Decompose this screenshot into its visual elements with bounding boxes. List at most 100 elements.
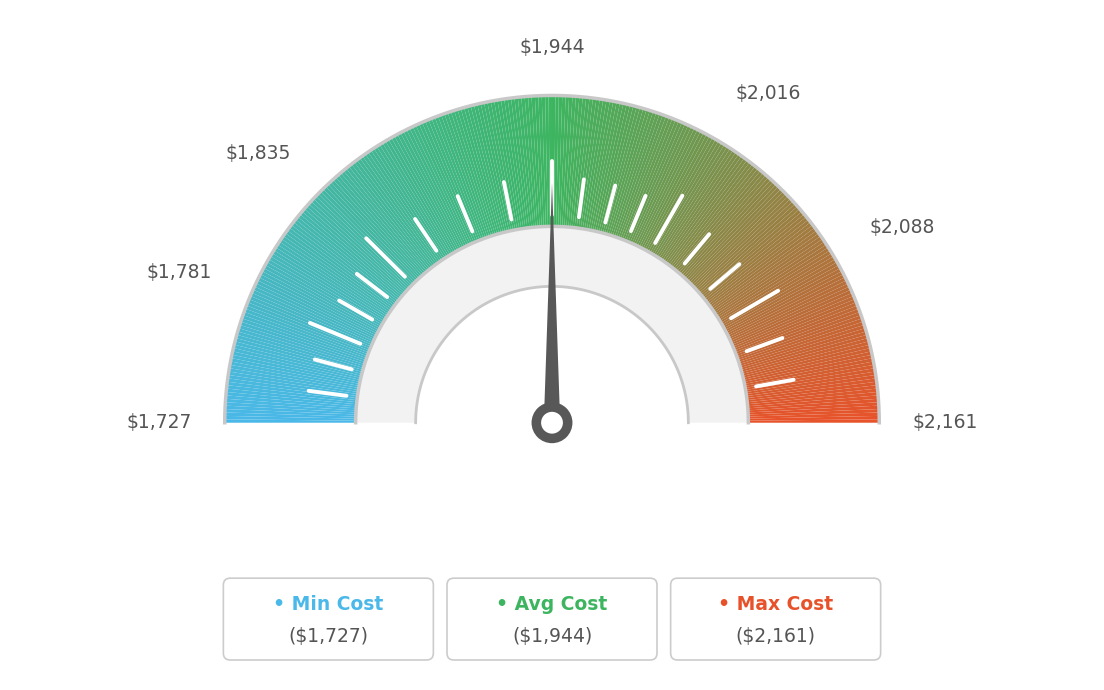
Wedge shape: [665, 154, 742, 263]
Wedge shape: [719, 250, 832, 321]
Wedge shape: [314, 196, 411, 288]
Wedge shape: [284, 233, 392, 310]
Wedge shape: [746, 375, 877, 396]
Wedge shape: [226, 385, 357, 402]
Wedge shape: [624, 119, 676, 241]
Wedge shape: [226, 392, 357, 406]
Wedge shape: [362, 154, 439, 263]
Wedge shape: [714, 239, 825, 314]
Wedge shape: [291, 222, 396, 304]
Text: • Max Cost: • Max Cost: [718, 595, 834, 613]
Wedge shape: [236, 335, 363, 372]
Wedge shape: [741, 335, 868, 372]
Wedge shape: [442, 114, 488, 238]
Wedge shape: [603, 107, 640, 234]
Wedge shape: [639, 130, 701, 248]
Wedge shape: [552, 95, 555, 226]
Wedge shape: [549, 95, 552, 226]
Wedge shape: [566, 97, 580, 227]
Wedge shape: [623, 117, 672, 240]
Wedge shape: [636, 126, 694, 246]
Wedge shape: [477, 104, 509, 232]
Text: $2,016: $2,016: [735, 84, 800, 103]
Wedge shape: [416, 124, 473, 244]
Wedge shape: [225, 395, 357, 408]
Wedge shape: [585, 100, 609, 230]
Text: • Avg Cost: • Avg Cost: [497, 595, 607, 613]
Wedge shape: [666, 156, 744, 264]
Wedge shape: [740, 328, 867, 368]
Wedge shape: [539, 96, 545, 226]
Wedge shape: [682, 177, 771, 277]
Wedge shape: [702, 212, 804, 297]
Wedge shape: [460, 108, 499, 234]
Text: $2,161: $2,161: [912, 413, 977, 432]
Wedge shape: [677, 170, 763, 273]
Wedge shape: [745, 368, 875, 392]
Text: ($1,944): ($1,944): [512, 627, 592, 647]
Wedge shape: [401, 131, 463, 248]
Wedge shape: [229, 368, 359, 392]
Wedge shape: [616, 114, 662, 238]
Wedge shape: [385, 139, 454, 254]
Wedge shape: [487, 101, 516, 230]
Wedge shape: [355, 226, 749, 423]
Wedge shape: [732, 293, 853, 346]
Wedge shape: [432, 117, 481, 240]
Wedge shape: [257, 277, 376, 337]
Wedge shape: [742, 338, 869, 374]
Wedge shape: [415, 286, 689, 423]
Wedge shape: [235, 338, 362, 374]
Wedge shape: [406, 128, 467, 247]
Wedge shape: [721, 256, 836, 324]
Wedge shape: [630, 122, 686, 244]
Wedge shape: [611, 110, 654, 236]
Wedge shape: [267, 259, 382, 326]
Wedge shape: [328, 182, 420, 279]
Wedge shape: [251, 293, 372, 346]
Wedge shape: [728, 277, 847, 337]
Wedge shape: [591, 102, 620, 230]
Wedge shape: [241, 318, 365, 362]
Wedge shape: [668, 158, 747, 265]
Polygon shape: [544, 183, 560, 423]
Wedge shape: [562, 96, 573, 227]
Wedge shape: [581, 99, 603, 229]
Wedge shape: [743, 345, 871, 378]
Wedge shape: [696, 199, 793, 290]
Wedge shape: [704, 217, 808, 301]
Wedge shape: [711, 230, 819, 309]
FancyBboxPatch shape: [223, 578, 434, 660]
Wedge shape: [729, 280, 848, 339]
Wedge shape: [712, 233, 820, 310]
Wedge shape: [225, 413, 355, 419]
Wedge shape: [683, 179, 774, 278]
Wedge shape: [626, 120, 679, 242]
Wedge shape: [428, 119, 480, 241]
Wedge shape: [708, 222, 813, 304]
Wedge shape: [357, 158, 436, 265]
Wedge shape: [726, 274, 846, 335]
Wedge shape: [307, 204, 406, 293]
Text: ($1,727): ($1,727): [288, 627, 369, 647]
Wedge shape: [749, 402, 879, 413]
Text: $1,727: $1,727: [127, 413, 192, 432]
Wedge shape: [320, 189, 415, 284]
Wedge shape: [679, 172, 766, 274]
Wedge shape: [490, 101, 518, 230]
Wedge shape: [718, 248, 830, 319]
Wedge shape: [470, 105, 506, 233]
Wedge shape: [246, 302, 370, 353]
Wedge shape: [744, 358, 873, 386]
Wedge shape: [528, 96, 540, 227]
Wedge shape: [628, 121, 682, 242]
Wedge shape: [574, 97, 593, 228]
Wedge shape: [464, 107, 501, 234]
Wedge shape: [261, 271, 378, 333]
Wedge shape: [338, 172, 425, 274]
Wedge shape: [237, 328, 364, 368]
Wedge shape: [698, 204, 797, 293]
Wedge shape: [736, 308, 860, 356]
Wedge shape: [634, 125, 691, 245]
Wedge shape: [745, 362, 874, 388]
